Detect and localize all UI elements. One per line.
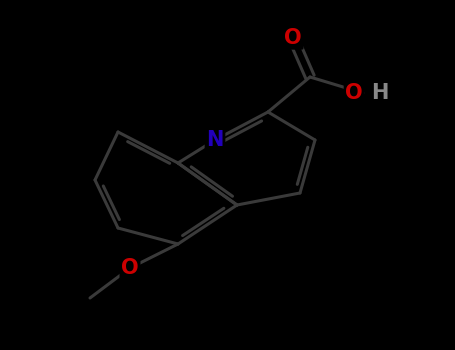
Text: O: O: [121, 258, 139, 278]
Text: N: N: [206, 130, 224, 150]
Text: O: O: [345, 83, 363, 103]
Text: H: H: [371, 83, 389, 103]
Text: O: O: [284, 28, 302, 48]
